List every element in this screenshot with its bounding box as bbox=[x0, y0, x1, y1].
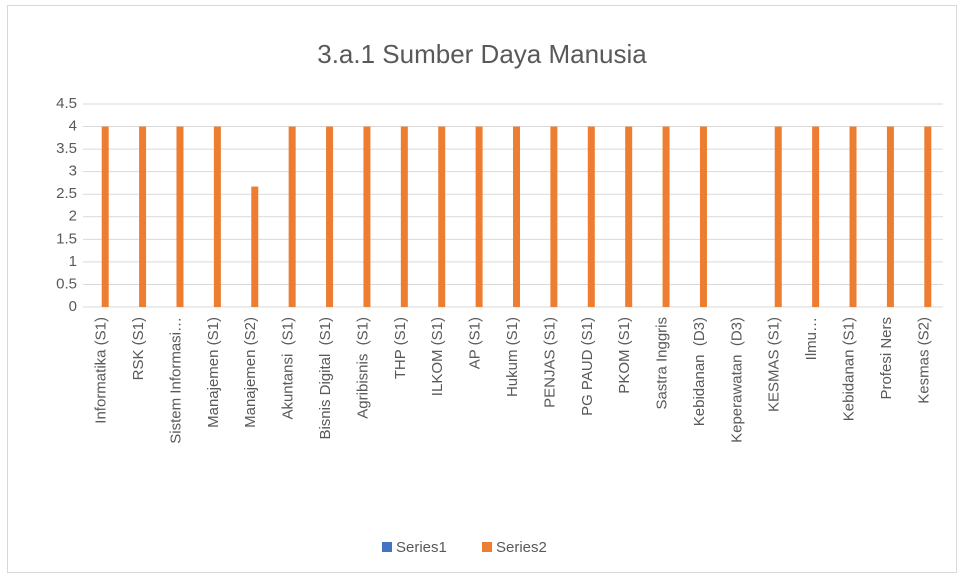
bar bbox=[699, 126, 707, 307]
x-tick-label: AP (S1) bbox=[467, 317, 484, 369]
x-tick-label: ILKOM (S1) bbox=[429, 317, 446, 396]
y-tick-label: 2.5 bbox=[56, 185, 77, 202]
bar bbox=[812, 126, 820, 307]
y-tick-label: 1 bbox=[69, 253, 77, 270]
x-tick-label: Kesmas (S2) bbox=[915, 317, 932, 404]
x-tick-label: Profesi Ners bbox=[878, 317, 895, 400]
x-tick-label: PG PAUD (S1) bbox=[579, 317, 596, 416]
x-tick-label: THP (S1) bbox=[392, 317, 409, 379]
bar bbox=[849, 126, 857, 307]
bar bbox=[288, 126, 296, 307]
x-tick-label: Bisnis Digital (S1) bbox=[317, 317, 334, 440]
bar bbox=[438, 126, 446, 307]
x-tick-label: Kebidanan (D3) bbox=[691, 317, 708, 426]
x-tick-label: Informatika (S1) bbox=[93, 317, 110, 424]
bar bbox=[363, 126, 371, 307]
bar bbox=[326, 126, 334, 307]
x-tick-label: PENJAS (S1) bbox=[541, 317, 558, 408]
bar bbox=[774, 126, 782, 307]
x-tick-label: Hukum (S1) bbox=[504, 317, 521, 397]
x-tick-label: Sastra Inggris bbox=[654, 317, 671, 410]
bar bbox=[139, 126, 147, 307]
x-tick-label: KESMAS (S1) bbox=[766, 317, 783, 412]
y-tick-label: 3.5 bbox=[56, 140, 77, 157]
bar bbox=[176, 126, 184, 307]
y-tick-label: 4 bbox=[69, 118, 77, 135]
chart-title: 3.a.1 Sumber Daya Manusia bbox=[317, 39, 647, 69]
legend-label: Series2 bbox=[496, 539, 547, 556]
x-tick-label: Agribisnis (S1) bbox=[354, 317, 371, 419]
bar bbox=[251, 186, 259, 307]
legend-swatch bbox=[382, 542, 392, 552]
x-tick-label: Manajemen (S1) bbox=[205, 317, 222, 428]
y-tick-label: 4.5 bbox=[56, 95, 77, 112]
bar bbox=[475, 126, 483, 307]
bar bbox=[625, 126, 633, 307]
bar bbox=[513, 126, 520, 307]
y-tick-label: 0 bbox=[69, 298, 77, 315]
x-tick-label: Ilmu… bbox=[803, 317, 820, 360]
bar bbox=[550, 126, 558, 307]
bar bbox=[101, 126, 109, 307]
bar bbox=[886, 126, 894, 307]
x-tick-label: Sistem Informasi… bbox=[167, 317, 184, 444]
y-tick-label: 1.5 bbox=[56, 230, 77, 247]
x-tick-label: Keperawatan (D3) bbox=[728, 317, 745, 443]
x-tick-label: Akuntansi (S1) bbox=[280, 317, 297, 420]
x-tick-label: PKOM (S1) bbox=[616, 317, 633, 394]
x-tick-label: Manajemen (S2) bbox=[242, 317, 259, 428]
y-tick-label: 0.5 bbox=[56, 275, 77, 292]
bar bbox=[662, 126, 670, 307]
x-tick-label: RSK (S1) bbox=[130, 317, 147, 380]
y-tick-label: 2 bbox=[69, 208, 77, 225]
bar bbox=[587, 126, 595, 307]
legend-swatch bbox=[482, 542, 492, 552]
bar bbox=[400, 126, 408, 307]
x-tick-label: Kebidanan (S1) bbox=[840, 317, 857, 421]
legend-label: Series1 bbox=[396, 539, 447, 556]
bar bbox=[924, 126, 932, 307]
y-tick-label: 3 bbox=[69, 163, 77, 180]
bar bbox=[213, 126, 221, 307]
